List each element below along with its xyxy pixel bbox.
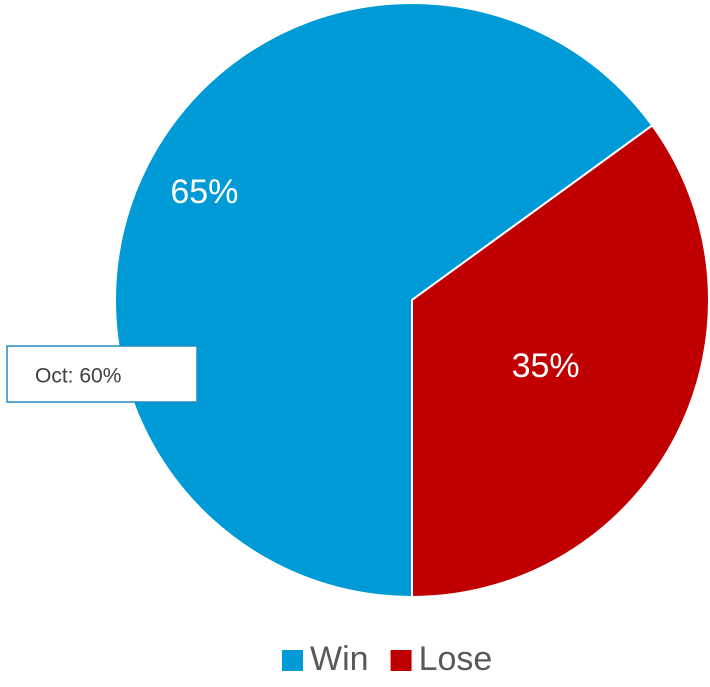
pie-slice (114, 2, 654, 599)
legend-label: Lose (419, 640, 493, 678)
data-label: 35% (512, 347, 580, 385)
pie-slice (411, 124, 710, 599)
legend-label: Win (310, 640, 369, 678)
legend-swatch (390, 650, 412, 671)
legend-swatch (282, 650, 303, 671)
data-label: 65% (170, 173, 238, 211)
annotation-box (6, 345, 198, 403)
annotation: Oct: 60% (35, 365, 121, 388)
